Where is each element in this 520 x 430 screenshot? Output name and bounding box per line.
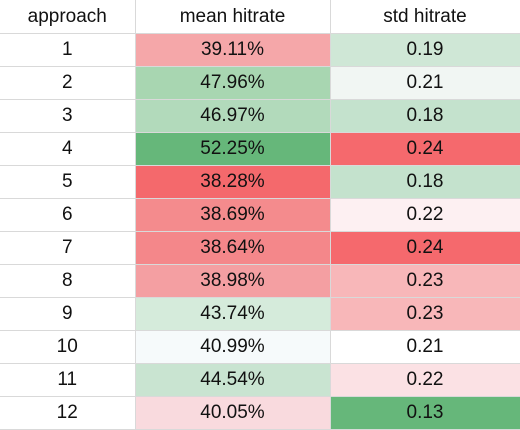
cell-std-hitrate[interactable]: 0.19 <box>330 33 520 67</box>
cell-std-hitrate[interactable]: 0.24 <box>330 231 520 265</box>
cell-std-hitrate[interactable]: 0.23 <box>330 264 520 298</box>
cell-std-hitrate[interactable]: 0.23 <box>330 297 520 331</box>
cell-mean-hitrate[interactable]: 39.11% <box>135 33 331 67</box>
table-row: 8 38.98% 0.23 <box>0 264 520 298</box>
cell-mean-hitrate[interactable]: 38.64% <box>135 231 331 265</box>
cell-approach[interactable]: 8 <box>0 264 136 298</box>
table-row: 9 43.74% 0.23 <box>0 297 520 331</box>
cell-mean-hitrate[interactable]: 38.98% <box>135 264 331 298</box>
cell-mean-hitrate[interactable]: 52.25% <box>135 132 331 166</box>
cell-mean-hitrate[interactable]: 44.54% <box>135 363 331 397</box>
cell-std-hitrate[interactable]: 0.24 <box>330 132 520 166</box>
table-row: 12 40.05% 0.13 <box>0 396 520 430</box>
table-row: 7 38.64% 0.24 <box>0 231 520 265</box>
table-body: 1 39.11% 0.19 2 47.96% 0.21 3 46.97% 0.18 4 52.25%… <box>0 33 520 430</box>
cell-std-hitrate[interactable]: 0.21 <box>330 66 520 100</box>
table-row: 2 47.96% 0.21 <box>0 66 520 100</box>
header-approach[interactable]: approach <box>0 0 136 34</box>
cell-approach[interactable]: 6 <box>0 198 136 232</box>
cell-mean-hitrate[interactable]: 43.74% <box>135 297 331 331</box>
cell-mean-hitrate[interactable]: 40.05% <box>135 396 331 430</box>
table-row: 3 46.97% 0.18 <box>0 99 520 133</box>
table-row: 5 38.28% 0.18 <box>0 165 520 199</box>
cell-std-hitrate[interactable]: 0.13 <box>330 396 520 430</box>
cell-std-hitrate[interactable]: 0.18 <box>330 99 520 133</box>
cell-approach[interactable]: 2 <box>0 66 136 100</box>
cell-approach[interactable]: 4 <box>0 132 136 166</box>
header-mean-hitrate[interactable]: mean hitrate <box>135 0 331 34</box>
cell-mean-hitrate[interactable]: 40.99% <box>135 330 331 364</box>
cell-std-hitrate[interactable]: 0.22 <box>330 198 520 232</box>
cell-mean-hitrate[interactable]: 38.28% <box>135 165 331 199</box>
cell-approach[interactable]: 10 <box>0 330 136 364</box>
cell-std-hitrate[interactable]: 0.22 <box>330 363 520 397</box>
table-row: 1 39.11% 0.19 <box>0 33 520 67</box>
table-row: 10 40.99% 0.21 <box>0 330 520 364</box>
cell-std-hitrate[interactable]: 0.18 <box>330 165 520 199</box>
cell-approach[interactable]: 9 <box>0 297 136 331</box>
cell-approach[interactable]: 12 <box>0 396 136 430</box>
cell-approach[interactable]: 5 <box>0 165 136 199</box>
cell-mean-hitrate[interactable]: 46.97% <box>135 99 331 133</box>
table-row: 4 52.25% 0.24 <box>0 132 520 166</box>
table-row: 6 38.69% 0.22 <box>0 198 520 232</box>
header-std-hitrate[interactable]: std hitrate <box>330 0 520 34</box>
cell-approach[interactable]: 1 <box>0 33 136 67</box>
cell-approach[interactable]: 11 <box>0 363 136 397</box>
cell-mean-hitrate[interactable]: 47.96% <box>135 66 331 100</box>
cell-approach[interactable]: 7 <box>0 231 136 265</box>
cell-mean-hitrate[interactable]: 38.69% <box>135 198 331 232</box>
table-row: 11 44.54% 0.22 <box>0 363 520 397</box>
header-row: approach mean hitrate std hitrate <box>0 0 520 34</box>
cell-std-hitrate[interactable]: 0.21 <box>330 330 520 364</box>
cell-approach[interactable]: 3 <box>0 99 136 133</box>
